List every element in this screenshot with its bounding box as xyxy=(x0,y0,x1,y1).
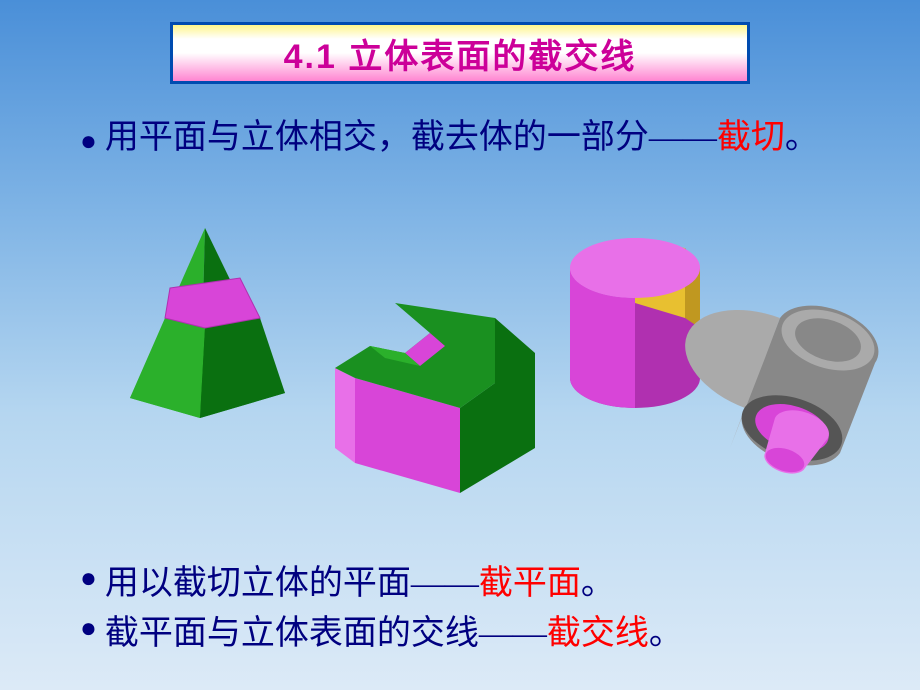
bullet-3-key: 截交线 xyxy=(547,615,649,652)
bullet-2: ● 用以截切立体的平面——截平面。 xyxy=(80,555,615,604)
bullet-3-post: 。 xyxy=(649,615,683,652)
bullet-1: ● 用平面与立体相交，截去体的一部分——截切。 xyxy=(80,115,850,161)
bullet-2-post: 。 xyxy=(581,565,615,602)
truncated-pyramid-shape xyxy=(110,218,300,418)
bullet-3-pre: 截平面与立体表面的交线—— xyxy=(105,615,547,652)
bullet-3-text: 截平面与立体表面的交线——截交线。 xyxy=(105,605,683,654)
cut-cylinder-shape xyxy=(550,208,720,418)
bullet-2-key: 截平面 xyxy=(479,565,581,602)
bullet-2-pre: 用以截切立体的平面—— xyxy=(105,565,479,602)
bullet-icon: ● xyxy=(80,613,97,645)
bullet-1-pre: 用平面与立体相交，截去体的一部分—— xyxy=(105,119,717,156)
bullet-icon: ● xyxy=(80,123,97,161)
title-box: 4.1 立体表面的截交线 xyxy=(170,22,750,84)
bullet-1-post: 。 xyxy=(785,119,819,156)
bullet-icon: ● xyxy=(80,563,97,595)
bullet-3: ● 截平面与立体表面的交线——截交线。 xyxy=(80,605,683,654)
notched-block-shape xyxy=(330,298,540,498)
hollow-tube-shape xyxy=(720,288,910,478)
diagram-area xyxy=(100,218,860,538)
bullet-1-key: 截切 xyxy=(717,119,785,156)
bullet-1-text: 用平面与立体相交，截去体的一部分——截切。 xyxy=(105,115,819,161)
page-title: 4.1 立体表面的截交线 xyxy=(284,29,637,78)
bullet-2-text: 用以截切立体的平面——截平面。 xyxy=(105,555,615,604)
